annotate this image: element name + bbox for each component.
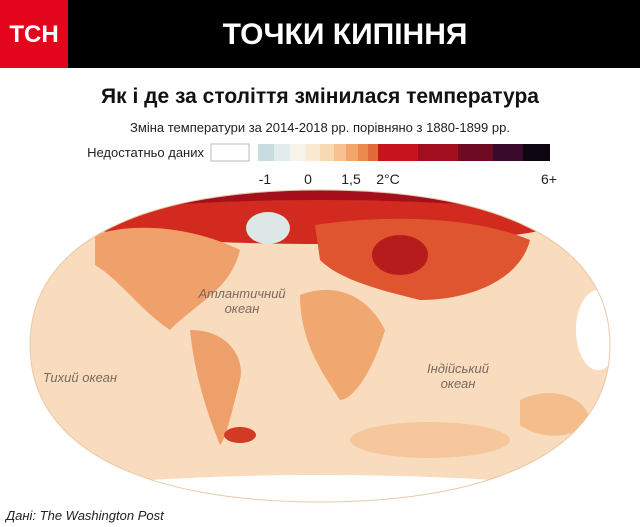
scale-tick-label: 1,5: [341, 171, 361, 187]
ocean-label: океан: [441, 376, 476, 391]
logo-box: [0, 0, 68, 68]
color-scale: [258, 144, 550, 161]
map-outline: [29, 189, 611, 503]
subtitle: Як і де за століття змінилася температур…: [101, 85, 539, 108]
scale-tick-label: 2°C: [376, 171, 400, 187]
logo: ТСН: [9, 21, 58, 48]
ocean-label: океан: [225, 301, 260, 316]
scale-tick-label: 6+: [541, 171, 557, 187]
header-title: ТОЧКИ КИПІННЯ: [223, 18, 468, 51]
ocean-label: Індійський: [427, 361, 489, 376]
note: Зміна температури за 2014-2018 рр. порів…: [130, 120, 510, 135]
map: [30, 190, 610, 502]
ocean-label: Атлантичний: [197, 286, 285, 301]
no-data-swatch: [210, 143, 250, 162]
source: Дані: The Washington Post: [4, 508, 165, 523]
ocean-label: Тихий океан: [43, 370, 117, 385]
scale-tick-label: -1: [259, 171, 272, 187]
no-data-label: Недостатньо даних: [87, 145, 204, 160]
scale-tick-label: 0: [304, 171, 312, 187]
header-bar: [0, 0, 640, 68]
